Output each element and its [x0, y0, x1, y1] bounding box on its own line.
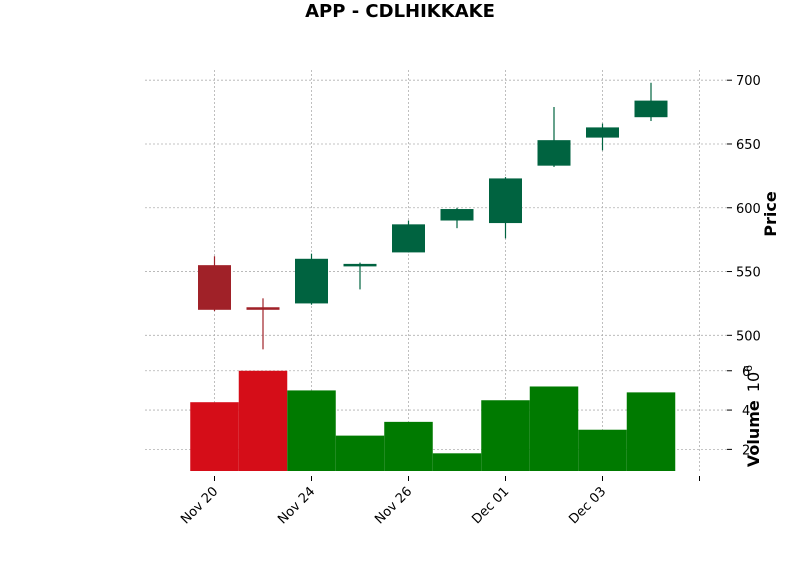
candle-body: [489, 178, 522, 224]
volume-bar: [481, 400, 530, 471]
volume-axis-label-text: Volume: [744, 400, 763, 467]
price-tick-label: 700: [736, 74, 761, 89]
volume-bar: [432, 453, 482, 471]
x-tick-label: Dec 03: [566, 484, 609, 527]
volume-bar: [190, 402, 239, 471]
volume-axis-label: Volume 106: [742, 365, 763, 467]
candle-body: [634, 100, 668, 118]
candle-body: [343, 263, 377, 267]
volume-bar: [335, 435, 385, 471]
price-axis-label: Price: [761, 191, 780, 237]
price-tick-label: 600: [736, 202, 761, 217]
volume-bar: [384, 421, 433, 471]
price-tick-label: 500: [736, 329, 761, 344]
x-tick-label: Nov 20: [178, 484, 221, 527]
volume-bar: [626, 392, 676, 471]
volume-bar: [287, 390, 336, 471]
volume-axis-exponent: 6: [742, 365, 755, 372]
volume-bars: [190, 370, 676, 471]
price-candles: [198, 82, 668, 350]
candle-body: [246, 307, 280, 310]
volume-tick-label: 4: [742, 404, 750, 419]
candle-body: [295, 258, 328, 304]
candle-body: [537, 140, 571, 166]
volume-axis-exponent-base: 10: [744, 372, 763, 392]
volume-bar: [238, 370, 288, 471]
x-tick-label: Dec 01: [469, 484, 512, 527]
chart-title: APP - CDLHIKKAKE: [305, 1, 495, 22]
price-axis: 500 550 600 650 700: [727, 74, 761, 344]
candle-body: [198, 265, 231, 310]
x-axis: Nov 20 Nov 24 Nov 26 Dec 01 Dec 03: [178, 476, 700, 527]
candle-body: [586, 127, 619, 138]
price-tick-label: 550: [736, 266, 761, 281]
candle-body: [440, 209, 474, 221]
price-grid: [145, 70, 727, 357]
x-tick-label: Nov 26: [372, 484, 415, 527]
price-tick-label: 650: [736, 138, 761, 153]
volume-bar: [578, 429, 627, 471]
x-tick-label: Nov 24: [275, 484, 318, 527]
volume-tick-label: 2: [742, 443, 750, 458]
volume-axis: 2 4 6: [727, 365, 750, 458]
candle-body: [392, 224, 425, 253]
volume-tick-label: 6: [742, 365, 750, 380]
volume-bar: [529, 386, 579, 471]
